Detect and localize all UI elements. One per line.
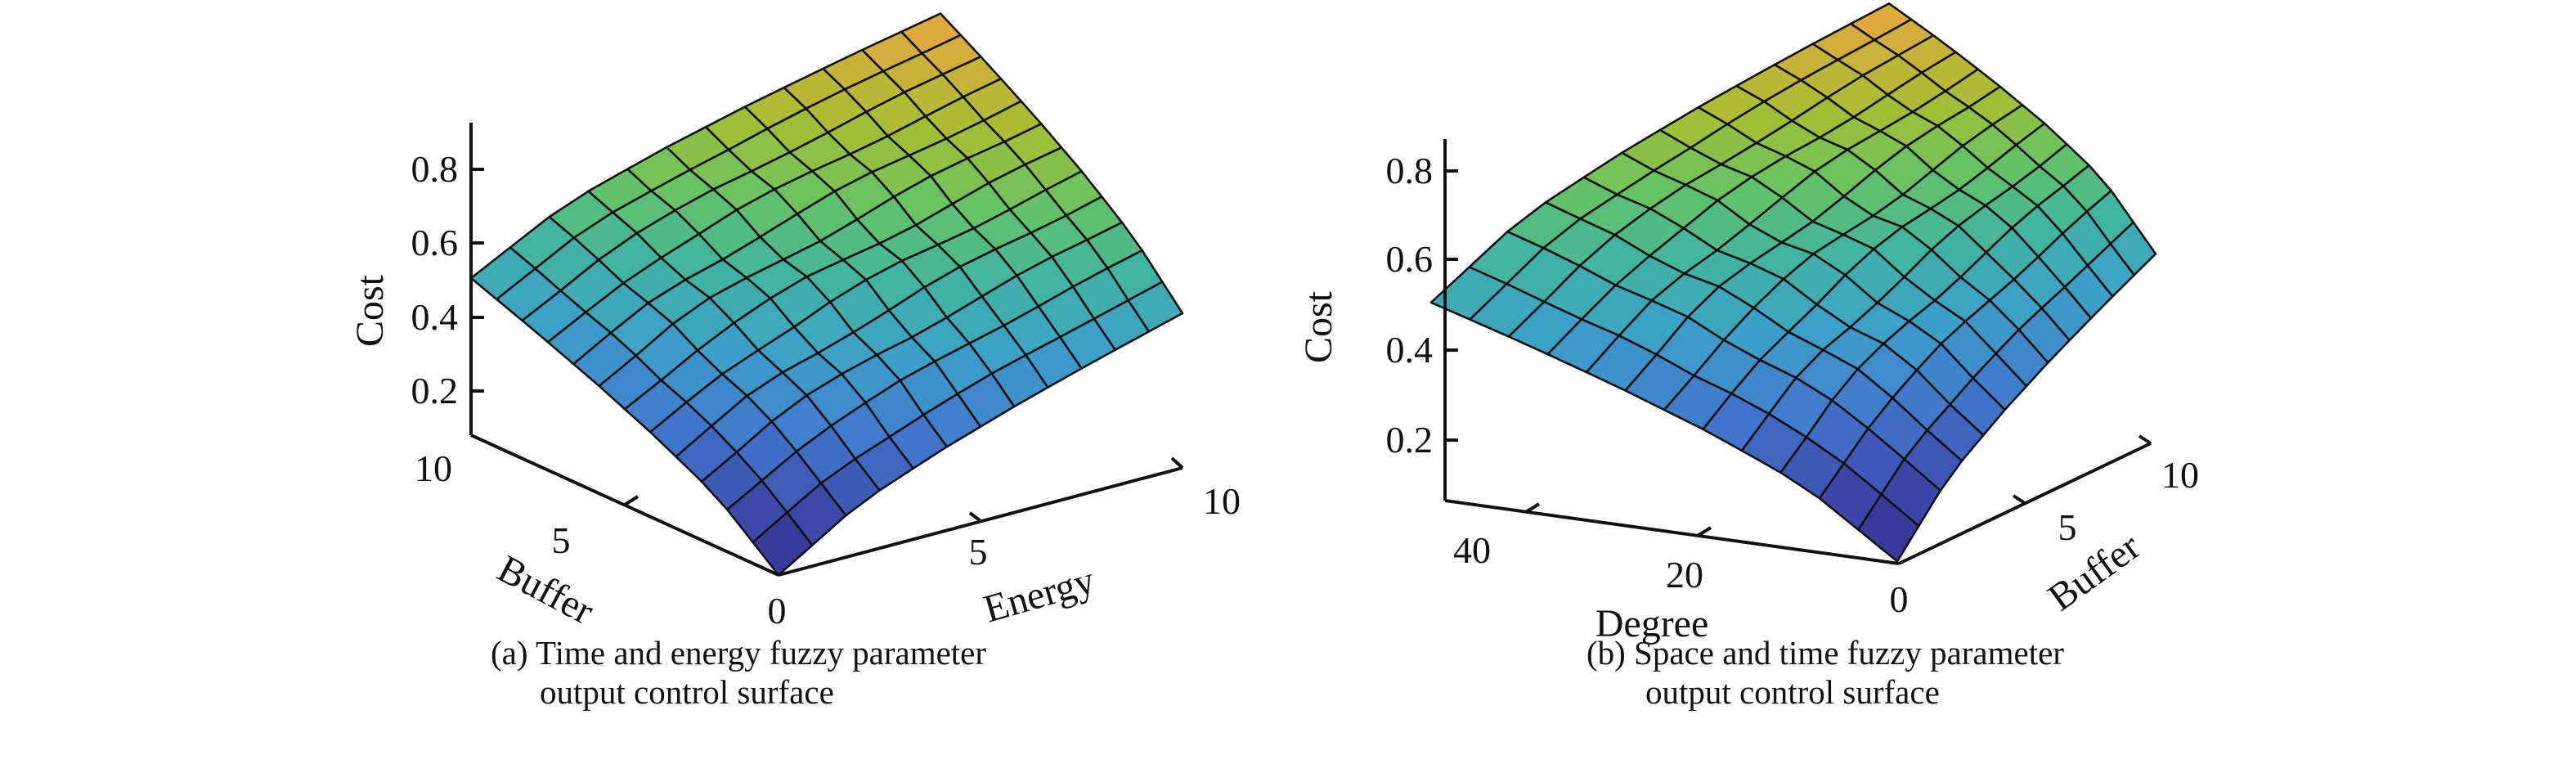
x-axis-label: Energy — [979, 559, 1099, 631]
z-tick-label: 0.4 — [411, 296, 459, 338]
x-axis-b — [1898, 442, 2152, 565]
z-tick-label: 0.6 — [411, 222, 459, 263]
plot-b: 0.8 0.6 0.4 0.2 Cost 40 20 0 Degree 5 10… — [1297, 2, 2199, 711]
caption-b-line2: output control surface — [1645, 673, 1940, 711]
y-tick-label: 10 — [415, 447, 452, 489]
z-tick-label: 0.8 — [1386, 150, 1434, 191]
caption-a-line1: (a) Time and energy fuzzy parameter — [491, 634, 986, 672]
caption-a-line2: output control surface — [540, 673, 834, 711]
z-tick-label: 0.8 — [411, 148, 459, 190]
y-axis-a — [470, 434, 779, 577]
y-tick-b — [1524, 502, 1541, 514]
surface-a — [469, 12, 1184, 577]
z-tick-label: 0.2 — [411, 370, 459, 411]
x-axis-a — [778, 466, 1183, 577]
y-tick-a — [623, 495, 640, 506]
z-tick-label: 0.4 — [1386, 329, 1434, 371]
caption-b-line1: (b) Space and time fuzzy parameter — [1586, 634, 2064, 672]
x-tick-a — [1170, 456, 1184, 470]
y-tick-label: 5 — [552, 519, 571, 561]
y-axis-label: Buffer — [491, 547, 601, 633]
surface-patch — [1857, 492, 1920, 563]
x-tick-label: 10 — [2161, 454, 2199, 496]
y-tick-label: 0 — [1890, 578, 1909, 620]
x-tick-a — [968, 511, 982, 523]
x-tick-label: 5 — [969, 531, 988, 573]
x-axis-label: Buffer — [2040, 524, 2148, 619]
surface-b — [1429, 2, 2157, 563]
y-tick-b — [1696, 526, 1712, 537]
z-tick-label: 0.2 — [1386, 419, 1434, 461]
z-axis-label: Cost — [1297, 290, 1340, 363]
y-tick-label: 40 — [1453, 529, 1491, 571]
y-axis-label: Degree — [1595, 602, 1709, 645]
x-tick-label: 10 — [1203, 480, 1241, 522]
surface-patch — [752, 511, 814, 577]
y-tick-label: 0 — [768, 590, 787, 631]
x-tick-label: 5 — [2058, 506, 2077, 548]
x-tick-b — [2138, 434, 2152, 445]
y-tick-label: 20 — [1666, 554, 1703, 595]
x-tick-b — [2012, 494, 2026, 505]
z-tick-label: 0.6 — [1386, 238, 1434, 280]
y-axis-b — [1444, 499, 1900, 565]
z-axis-label: Cost — [348, 274, 392, 347]
plot-a: 0.8 0.6 0.4 0.2 Cost 10 5 0 Buffer 5 10 … — [348, 12, 1241, 711]
